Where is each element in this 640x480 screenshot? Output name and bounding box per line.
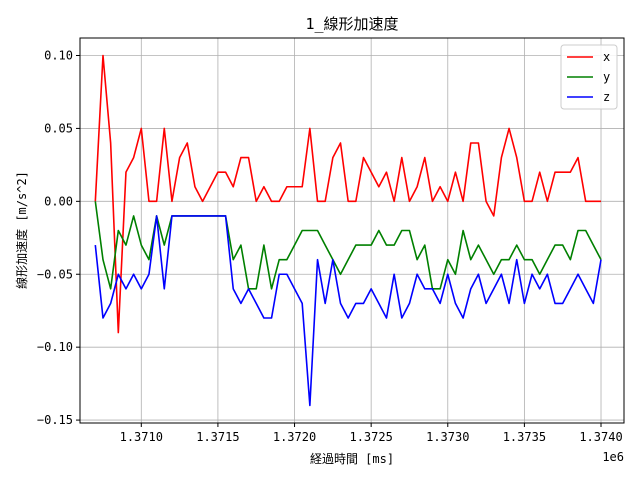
x-tick-label: 1.3730: [426, 430, 469, 444]
chart-title: 1_線形加速度: [305, 15, 398, 33]
series-line-x: [94, 54, 602, 334]
series-layer: [94, 54, 602, 407]
x-tick-label: 1.3720: [273, 430, 316, 444]
series-line-y: [94, 201, 602, 290]
x-axis-label: 経過時間 [ms]: [310, 452, 394, 466]
y-tick-label: −0.15: [37, 413, 73, 427]
x-tick-label: 1.3725: [349, 430, 392, 444]
legend-label-y: y: [603, 70, 610, 84]
x-axis: 1.3710 1.3715 1.3720 1.3725 1.3730 1.3735 1.37…: [120, 423, 623, 444]
x-tick-label: 1.3710: [120, 430, 163, 444]
y-axis: 0.10 0.05 0.00 −0.05 −0.10 −0.15: [37, 49, 80, 427]
series-line-z: [94, 215, 602, 407]
y-tick-label: −0.05: [37, 267, 73, 281]
x-tick-label: 1.3735: [503, 430, 546, 444]
y-tick-label: 0.05: [44, 121, 73, 135]
legend-label-x: x: [603, 50, 610, 64]
grid-lines: [80, 38, 624, 423]
x-tick-label: 1.3715: [196, 430, 239, 444]
plot-frame: [79, 37, 625, 424]
x-axis-offset: 1e6: [602, 450, 624, 464]
y-tick-label: 0.00: [44, 194, 73, 208]
y-tick-label: −0.10: [37, 340, 73, 354]
y-axis-label: 線形加速度 [m/s^2]: [14, 171, 29, 289]
x-tick-label: 1.3740: [579, 430, 622, 444]
y-tick-label: 0.10: [44, 49, 73, 63]
legend-label-z: z: [603, 90, 610, 104]
legend: xyz: [560, 44, 618, 110]
